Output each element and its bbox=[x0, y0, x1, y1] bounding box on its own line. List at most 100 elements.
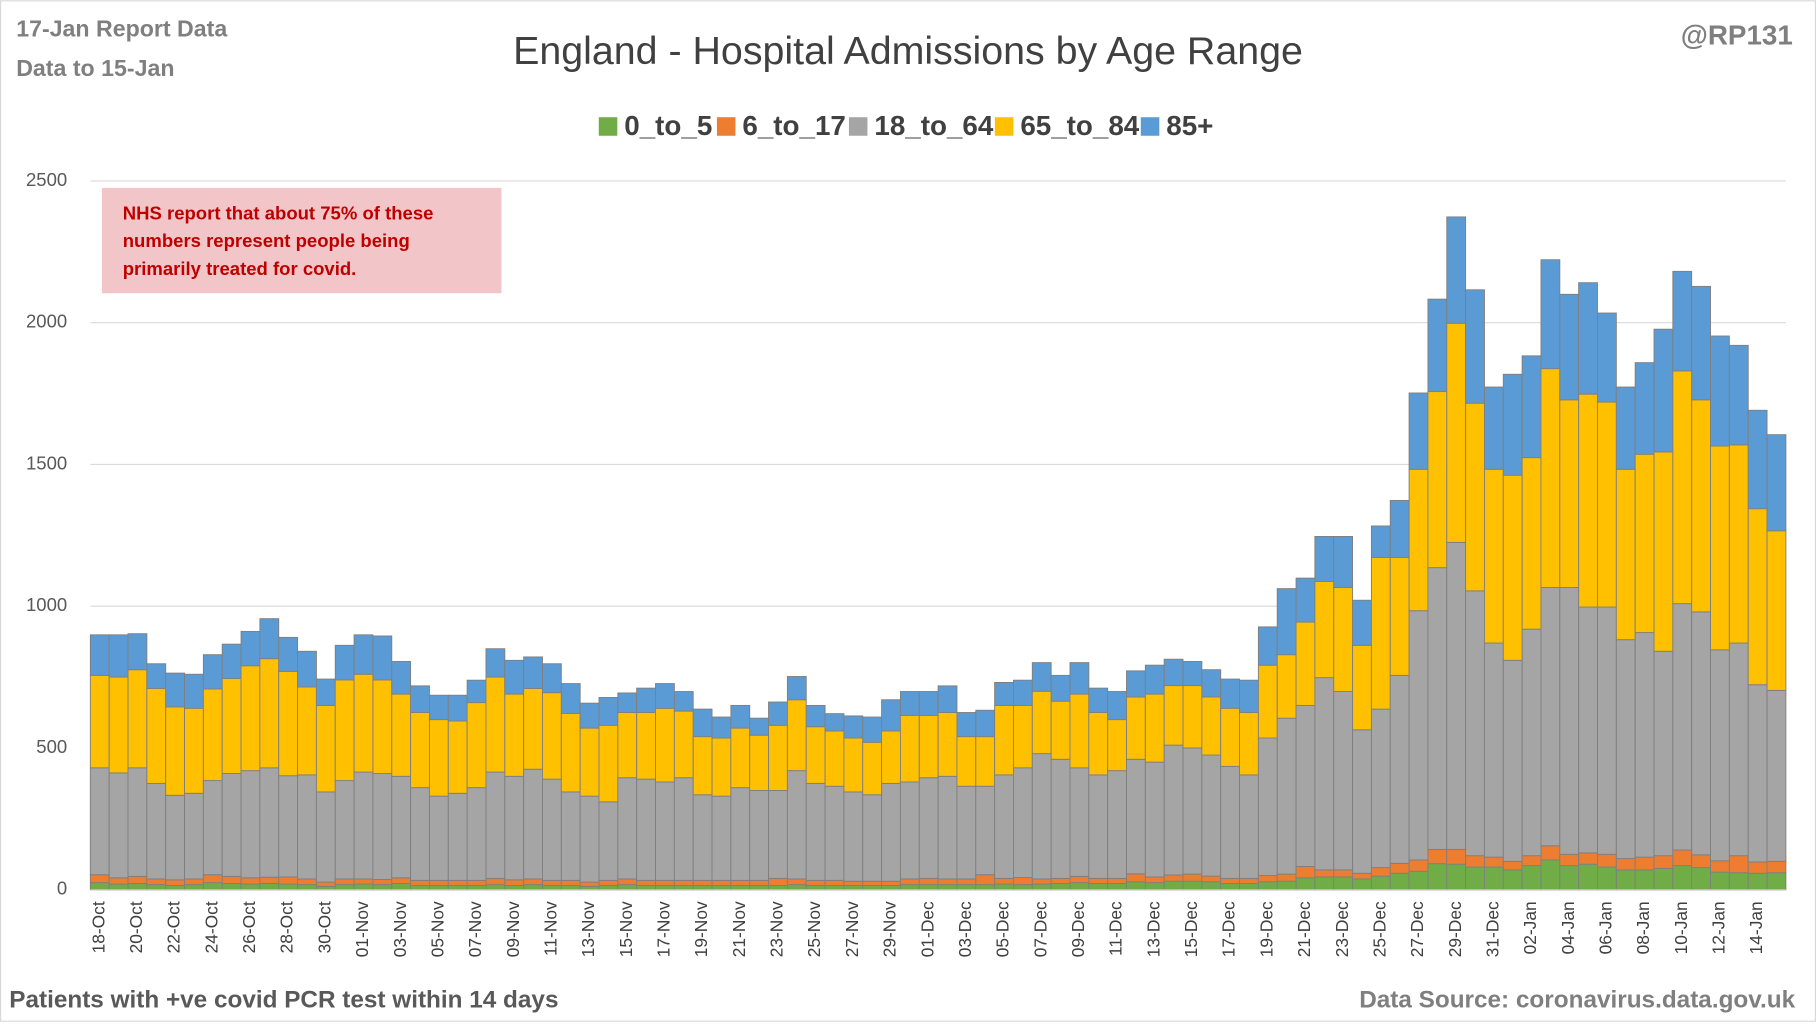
bar-segment bbox=[1427, 567, 1448, 850]
bar-segment bbox=[1295, 704, 1316, 867]
bar-segment bbox=[1446, 322, 1467, 543]
bar-segment bbox=[1069, 693, 1090, 769]
bar-segment bbox=[504, 879, 525, 886]
bar-segment bbox=[862, 716, 883, 743]
bar-segment bbox=[1163, 685, 1184, 746]
x-tick-label: 11-Nov bbox=[540, 901, 560, 956]
bar-segment bbox=[1276, 880, 1297, 891]
bar-segment bbox=[1126, 873, 1146, 883]
bar-segment bbox=[1088, 712, 1109, 776]
bar-segment bbox=[353, 878, 374, 885]
bar-segment bbox=[297, 650, 317, 688]
bar-segment bbox=[899, 878, 920, 886]
bar-segment bbox=[1314, 677, 1335, 871]
x-tick-label: 07-Dec bbox=[1030, 901, 1050, 957]
bar-segment bbox=[165, 794, 185, 881]
bar-segment bbox=[617, 692, 638, 713]
bar-segment bbox=[278, 775, 299, 878]
x-tick-label: 12-Jan bbox=[1709, 901, 1729, 954]
bar-segment bbox=[466, 787, 487, 881]
bar-segment bbox=[1766, 434, 1787, 532]
bar-segment bbox=[1672, 370, 1693, 605]
bar-segment bbox=[786, 676, 807, 701]
bar-segment bbox=[202, 874, 223, 884]
bar-segment bbox=[1540, 368, 1561, 588]
bar-segment bbox=[1747, 508, 1768, 686]
x-tick-label: 21-Dec bbox=[1294, 901, 1314, 957]
bar-segment bbox=[542, 663, 562, 694]
bar-segment bbox=[1144, 882, 1165, 891]
bar-segment bbox=[560, 712, 581, 793]
bar-segment bbox=[994, 883, 1014, 891]
bar-segment bbox=[1295, 866, 1316, 879]
bar-segment bbox=[1107, 719, 1127, 772]
bar-segment bbox=[146, 884, 167, 891]
bar-segment bbox=[1370, 708, 1391, 869]
bar-segment bbox=[410, 879, 430, 886]
bar-segment bbox=[560, 791, 581, 881]
bar-segment bbox=[1615, 386, 1636, 470]
bar-segment bbox=[297, 774, 317, 880]
bar-segment bbox=[221, 875, 242, 884]
bar-segment bbox=[1144, 664, 1165, 695]
bar-segment bbox=[1013, 704, 1033, 769]
bar-segment bbox=[1031, 878, 1052, 885]
x-tick-label: 10-Jan bbox=[1671, 901, 1691, 954]
bar-segment bbox=[994, 682, 1014, 706]
bar-segment bbox=[1408, 859, 1429, 872]
bar-segment bbox=[692, 794, 713, 881]
bar-segment bbox=[1653, 451, 1674, 652]
bar-segment bbox=[1766, 689, 1787, 862]
x-tick-label: 15-Nov bbox=[616, 901, 636, 957]
bar-segment bbox=[108, 883, 129, 891]
bar-segment bbox=[1747, 684, 1768, 863]
bar-segment bbox=[240, 770, 261, 879]
bar-segment bbox=[504, 885, 525, 891]
bar-segment bbox=[447, 885, 468, 891]
bar-segment bbox=[1653, 867, 1674, 891]
bar-segment bbox=[1370, 867, 1391, 877]
bar-segment bbox=[1559, 587, 1580, 855]
bar-segment bbox=[278, 670, 299, 777]
bar-segment bbox=[1578, 852, 1598, 865]
bar-segment bbox=[1276, 873, 1297, 882]
bar-segment bbox=[1634, 362, 1655, 455]
bar-segment bbox=[1502, 869, 1523, 891]
bar-segment bbox=[297, 686, 317, 776]
bar-segment bbox=[1446, 216, 1467, 324]
bar-segment bbox=[1163, 874, 1184, 882]
bar-segment bbox=[786, 699, 807, 772]
bar-segment bbox=[1672, 603, 1693, 851]
bar-segment bbox=[1389, 556, 1410, 676]
bar-segment bbox=[391, 693, 412, 777]
bar-segment bbox=[278, 636, 299, 672]
bar-segment bbox=[1502, 860, 1523, 871]
bar-segment bbox=[315, 791, 336, 883]
bar-segment bbox=[466, 885, 487, 891]
x-tick-label: 11-Dec bbox=[1106, 901, 1126, 956]
bar-segment bbox=[1182, 685, 1203, 749]
bar-segment bbox=[1257, 664, 1278, 739]
bar-segment bbox=[1088, 877, 1109, 884]
bar-segment bbox=[447, 694, 468, 722]
bar-segment bbox=[372, 635, 393, 681]
bar-segment bbox=[89, 634, 110, 676]
bar-segment bbox=[297, 878, 317, 886]
bar-segment bbox=[485, 877, 506, 886]
x-tick-label: 02-Jan bbox=[1520, 901, 1540, 954]
bar-segment bbox=[1672, 865, 1693, 891]
x-tick-label: 19-Nov bbox=[691, 901, 711, 957]
credit: @RP131 bbox=[1681, 20, 1793, 51]
bar-segment bbox=[542, 692, 562, 780]
bar-segment bbox=[805, 704, 826, 728]
x-tick-label: 27-Dec bbox=[1407, 901, 1427, 957]
bar-segment bbox=[127, 883, 148, 891]
bar-segment bbox=[1710, 871, 1730, 891]
bar-segment bbox=[353, 673, 374, 773]
bar-segment bbox=[1559, 293, 1580, 401]
legend-swatch bbox=[598, 117, 618, 136]
bar-segment bbox=[1389, 674, 1410, 864]
bar-segment bbox=[1597, 866, 1617, 891]
bar-segment bbox=[1559, 853, 1580, 867]
legend-swatch bbox=[994, 117, 1014, 136]
